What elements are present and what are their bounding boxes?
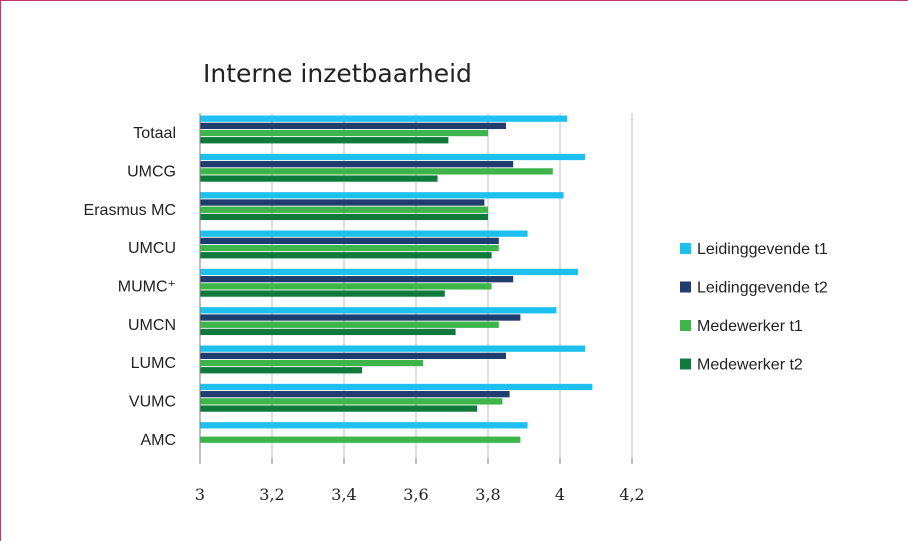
legend: Leidinggevende t1 Leidinggevende t2 Medewe… <box>680 241 828 374</box>
chart-title: Interne inzetbaarheid <box>203 59 472 88</box>
legend-label: Leidinggevende t2 <box>697 280 828 297</box>
bar <box>200 383 593 391</box>
bar <box>200 137 449 144</box>
bar <box>200 175 438 182</box>
category-label: LUMC <box>131 355 176 372</box>
category-label: UMCG <box>127 164 176 181</box>
category-labels: Totaal UMCG Erasmus MC UMCU MUMC⁺ UMCN LUMC VUM… <box>84 125 176 449</box>
legend-swatch <box>680 358 691 370</box>
bar <box>200 345 586 352</box>
bar <box>200 290 445 297</box>
tick-label: 3,2 <box>259 485 284 504</box>
bar <box>200 359 424 367</box>
bar <box>200 398 503 405</box>
bar <box>200 276 514 283</box>
bar <box>200 422 528 429</box>
bar <box>200 230 528 237</box>
tick-labels: 3 3,2 3,4 3,6 3,8 4 4,2 <box>195 485 645 504</box>
axes <box>199 113 633 464</box>
bar <box>200 122 506 129</box>
bar <box>200 283 492 290</box>
bar <box>200 328 456 336</box>
legend-label: Medewerker t2 <box>697 357 803 374</box>
bar <box>200 391 510 398</box>
legend-swatch <box>680 320 691 331</box>
category-label: UMCN <box>128 317 176 334</box>
bar <box>200 352 506 359</box>
bar <box>200 367 362 374</box>
tick-label: 4,2 <box>619 485 644 504</box>
category-label: MUMC⁺ <box>118 279 176 296</box>
bar <box>200 168 553 175</box>
bar <box>200 153 586 161</box>
legend-label: Leidinggevende t1 <box>697 241 828 258</box>
legend-swatch <box>680 281 691 293</box>
bar <box>200 244 499 252</box>
category-label: AMC <box>140 432 176 449</box>
tick-label: 3,4 <box>331 485 356 504</box>
category-label: Erasmus MC <box>84 202 176 219</box>
tick-label: 3,6 <box>403 485 428 504</box>
category-label: Totaal <box>133 125 176 142</box>
bar <box>200 436 521 443</box>
bar <box>200 192 564 199</box>
tick-label: 3,8 <box>475 485 500 504</box>
legend-label: Medewerker t1 <box>697 318 803 335</box>
bar <box>200 268 578 276</box>
bar <box>200 206 488 213</box>
bar <box>200 115 568 122</box>
bar <box>200 314 521 321</box>
bar <box>200 252 492 259</box>
category-label: UMCU <box>128 240 176 257</box>
bars <box>200 115 593 443</box>
tick-label: 4 <box>555 485 565 504</box>
bar <box>200 213 488 221</box>
category-label: VUMC <box>129 394 176 411</box>
bar <box>200 405 478 412</box>
bar <box>200 307 557 314</box>
bar <box>200 129 488 137</box>
bar <box>200 237 499 244</box>
bar <box>200 199 485 206</box>
bar <box>200 321 499 328</box>
bar <box>200 161 514 168</box>
legend-swatch <box>680 243 691 254</box>
tick-label: 3 <box>195 485 205 504</box>
